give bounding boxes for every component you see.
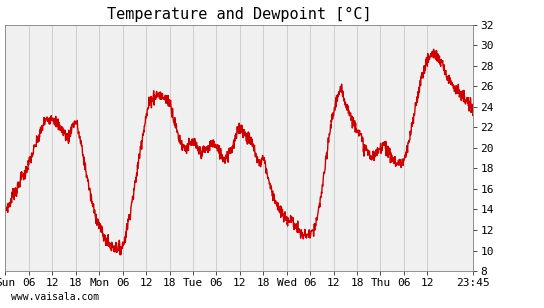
Title: Temperature and Dewpoint [°C]: Temperature and Dewpoint [°C] — [107, 7, 372, 22]
Text: www.vaisala.com: www.vaisala.com — [11, 292, 99, 302]
